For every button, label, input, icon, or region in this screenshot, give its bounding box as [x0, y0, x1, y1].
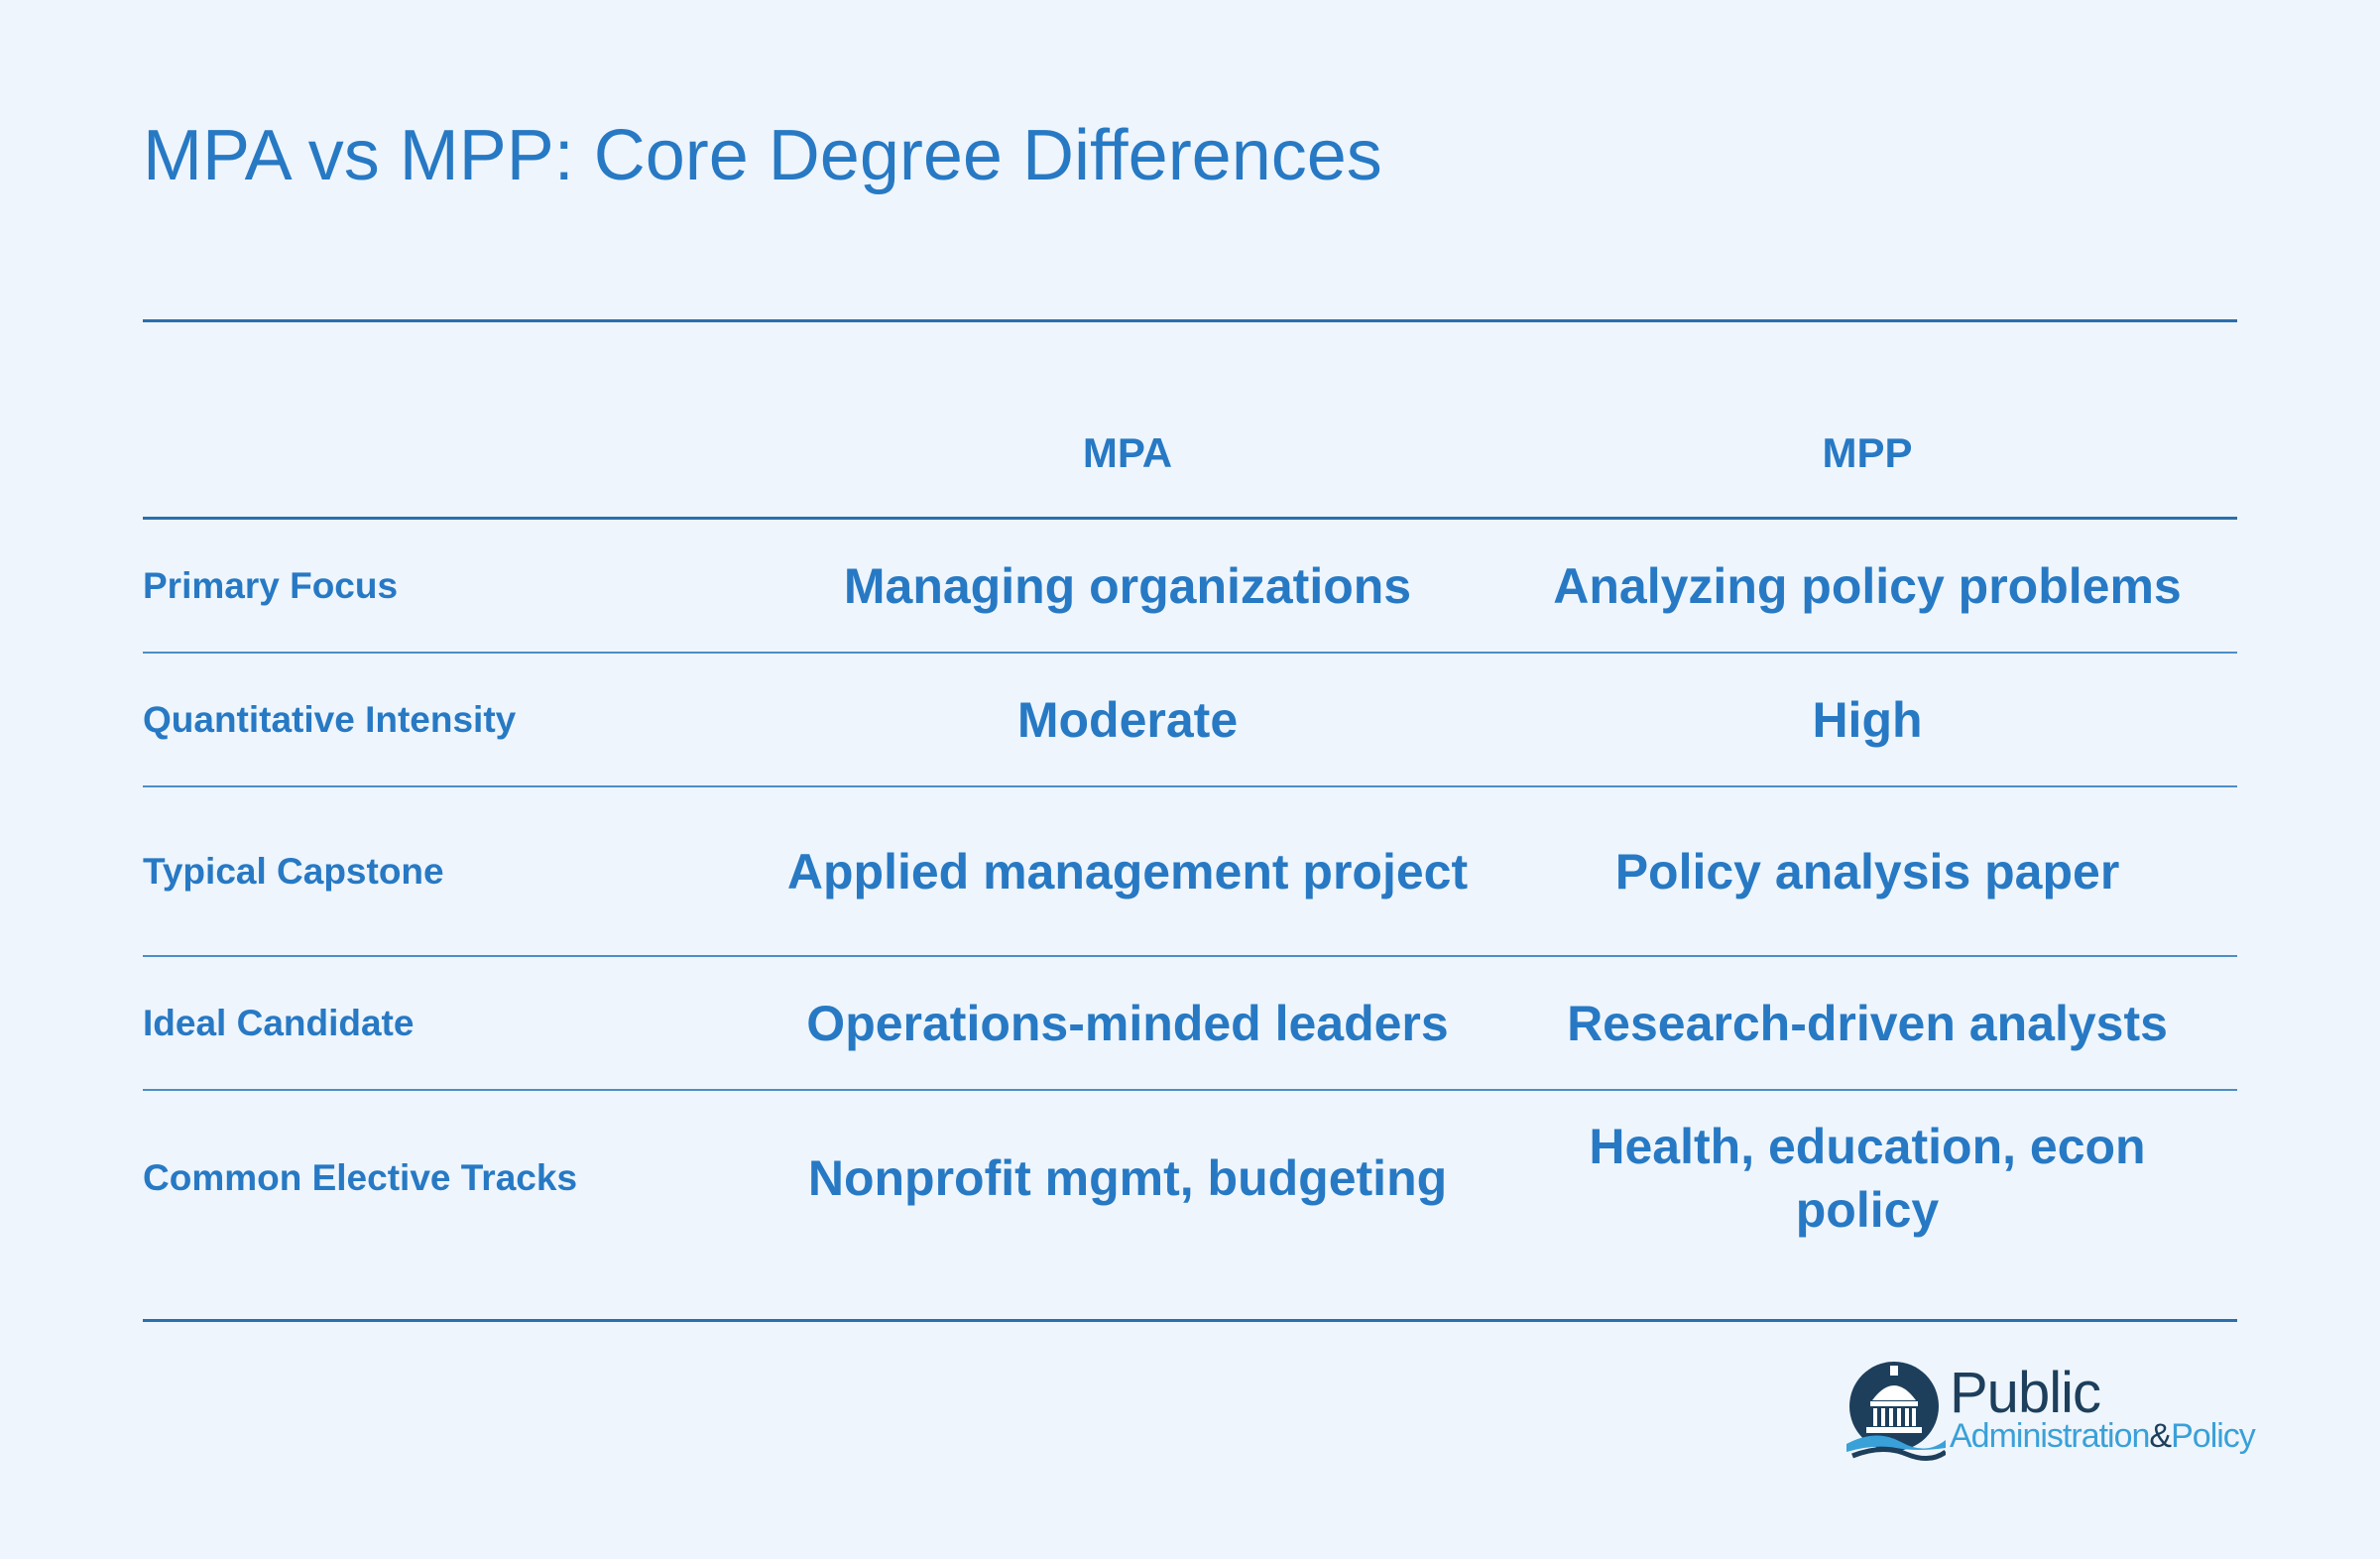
- comparison-table: MPA MPP Primary Focus Managing organizat…: [143, 397, 2237, 1265]
- mpp-value: Analyzing policy problems: [1553, 557, 2182, 614]
- mpa-value: Moderate: [1016, 691, 1239, 748]
- table-row: Common Elective Tracks Nonprofit mgmt, b…: [143, 1091, 2237, 1265]
- row-label: Common Elective Tracks: [143, 1157, 578, 1198]
- logo-text-tagline: Administration&Policy: [1950, 1416, 2256, 1456]
- top-divider: [143, 319, 2237, 322]
- row-label: Primary Focus: [143, 564, 399, 606]
- logo-text-administration: Administration: [1950, 1417, 2150, 1455]
- table-row: Quantitative Intensity Moderate High: [143, 654, 2237, 787]
- mpp-value: Policy analysis paper: [1614, 843, 2120, 899]
- row-label: Quantitative Intensity: [143, 698, 517, 740]
- mpa-value: Managing organizations: [843, 557, 1412, 614]
- row-label: Typical Capstone: [143, 850, 444, 892]
- logo-text-policy: Policy: [2171, 1417, 2256, 1455]
- mpp-value: Research-driven analysts: [1567, 995, 2168, 1051]
- page-title: MPA vs MPP: Core Degree Differences: [143, 116, 1382, 195]
- table-row: Primary Focus Managing organizations Ana…: [143, 520, 2237, 654]
- table-row: Ideal Candidate Operations-minded leader…: [143, 957, 2237, 1091]
- logo-text-public: Public: [1950, 1361, 2101, 1425]
- logo-ampersand: &: [2149, 1417, 2172, 1455]
- header-mpp: MPP: [1822, 428, 1913, 476]
- header-mpa: MPA: [1082, 428, 1173, 476]
- mpa-value: Nonprofit mgmt, budgeting: [807, 1150, 1448, 1206]
- bottom-divider: [143, 1319, 2237, 1322]
- table-header-row: MPA MPP: [143, 397, 2237, 520]
- mpa-value: Applied management project: [786, 843, 1469, 899]
- row-label: Ideal Candidate: [143, 1002, 415, 1043]
- mpa-value: Operations-minded leaders: [806, 995, 1449, 1051]
- mpp-value: Health, education, econ policy: [1589, 1119, 2146, 1238]
- mpp-value: High: [1812, 691, 1923, 748]
- table-row: Typical Capstone Applied management proj…: [143, 787, 2237, 957]
- capitol-dome-icon: [1846, 1362, 1946, 1461]
- brand-logo: Public Administration&Policy: [1846, 1357, 2256, 1466]
